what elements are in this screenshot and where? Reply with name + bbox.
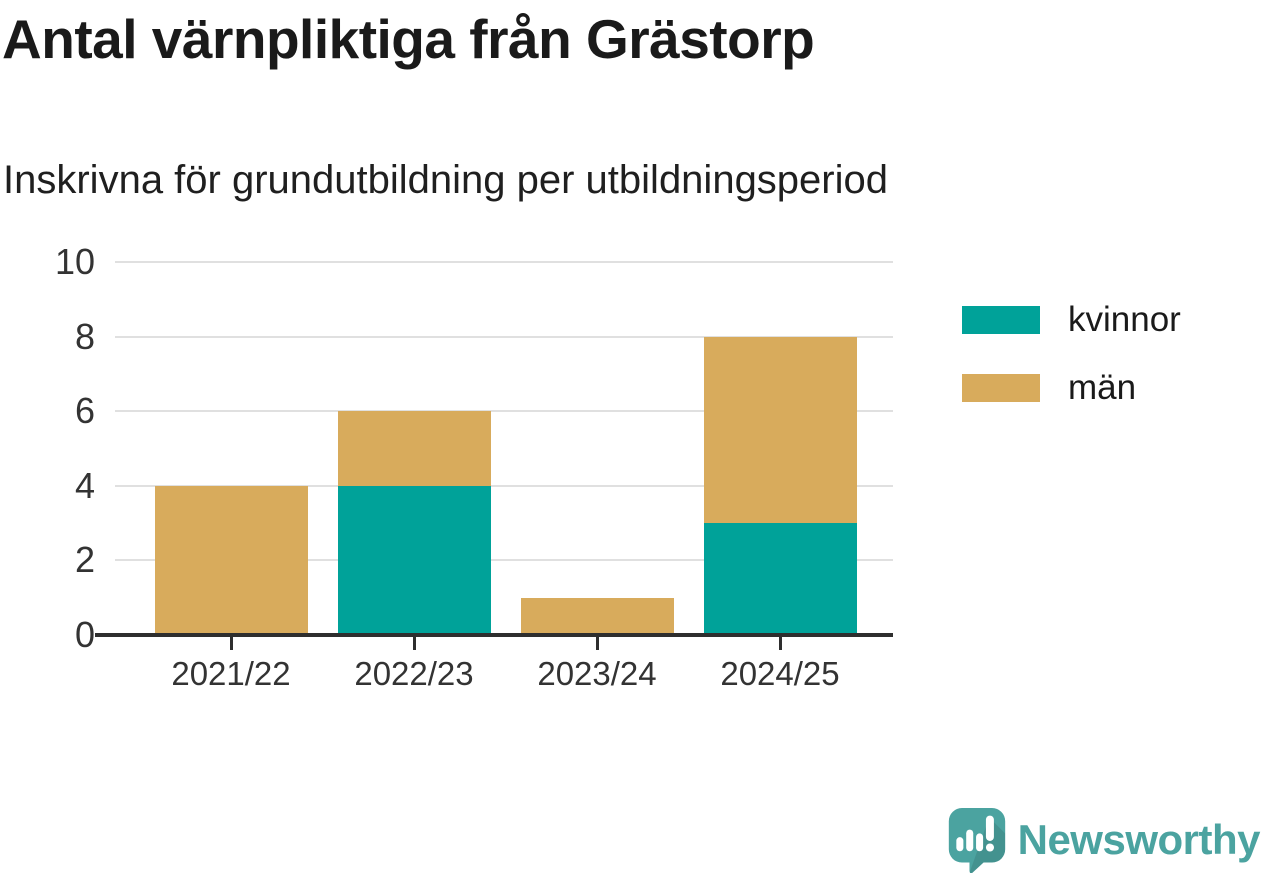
- bar-segment-män-2022/23: [337, 411, 491, 486]
- x-tick-label-2024/25: 2024/25: [720, 655, 840, 692]
- legend: kvinnor män: [962, 300, 1181, 436]
- x-axis-line: [95, 633, 893, 637]
- gridline-y-8: [115, 335, 893, 338]
- chart-title: Antal värnpliktiga från Grästorp: [2, 8, 815, 70]
- gridline-y-2: [115, 559, 893, 562]
- x-tick-label-2023/24: 2023/24: [537, 655, 657, 692]
- y-tick-label-4: 4: [74, 464, 95, 506]
- gridline-y-6: [115, 410, 893, 413]
- chart-subtitle: Inskrivna för grundutbildning per utbild…: [3, 158, 888, 202]
- x-axis-tick-2023/24: [595, 637, 599, 650]
- newsworthy-logo-icon: [948, 808, 1005, 873]
- bar-segment-kvinnor-2024/25: [703, 523, 857, 635]
- bar-segment-kvinnor-2022/23: [337, 485, 491, 635]
- legend-item-man: män: [962, 368, 1181, 408]
- y-tick-label-2: 2: [74, 539, 95, 581]
- gridline-y-10: [115, 261, 893, 263]
- legend-swatch-kvinnor: [962, 306, 1040, 334]
- x-axis-tick-2022/23: [412, 637, 416, 650]
- newsworthy-logo: Newsworthy: [946, 807, 1261, 873]
- y-tick-label-10: 10: [54, 241, 95, 282]
- x-axis-tick-2024/25: [778, 637, 782, 650]
- legend-label-man: män: [1068, 368, 1137, 407]
- x-axis-tick-2021/22: [229, 637, 233, 650]
- x-tick-label-2022/23: 2022/23: [354, 655, 474, 692]
- gridline-y-4: [115, 484, 893, 487]
- bar-segment-män-2023/24: [520, 597, 674, 635]
- legend-label-kvinnor: kvinnor: [1068, 300, 1181, 339]
- legend-item-kvinnor: kvinnor: [962, 300, 1181, 340]
- x-tick-label-2021/22: 2021/22: [171, 655, 291, 692]
- y-tick-label-0: 0: [74, 614, 95, 655]
- bar-segment-män-2024/25: [703, 336, 857, 524]
- y-tick-label-6: 6: [74, 390, 95, 432]
- legend-swatch-man: [962, 374, 1040, 402]
- newsworthy-wordmark: Newsworthy: [1017, 816, 1261, 863]
- y-tick-label-8: 8: [74, 315, 95, 357]
- bar-segment-män-2021/22: [154, 485, 308, 635]
